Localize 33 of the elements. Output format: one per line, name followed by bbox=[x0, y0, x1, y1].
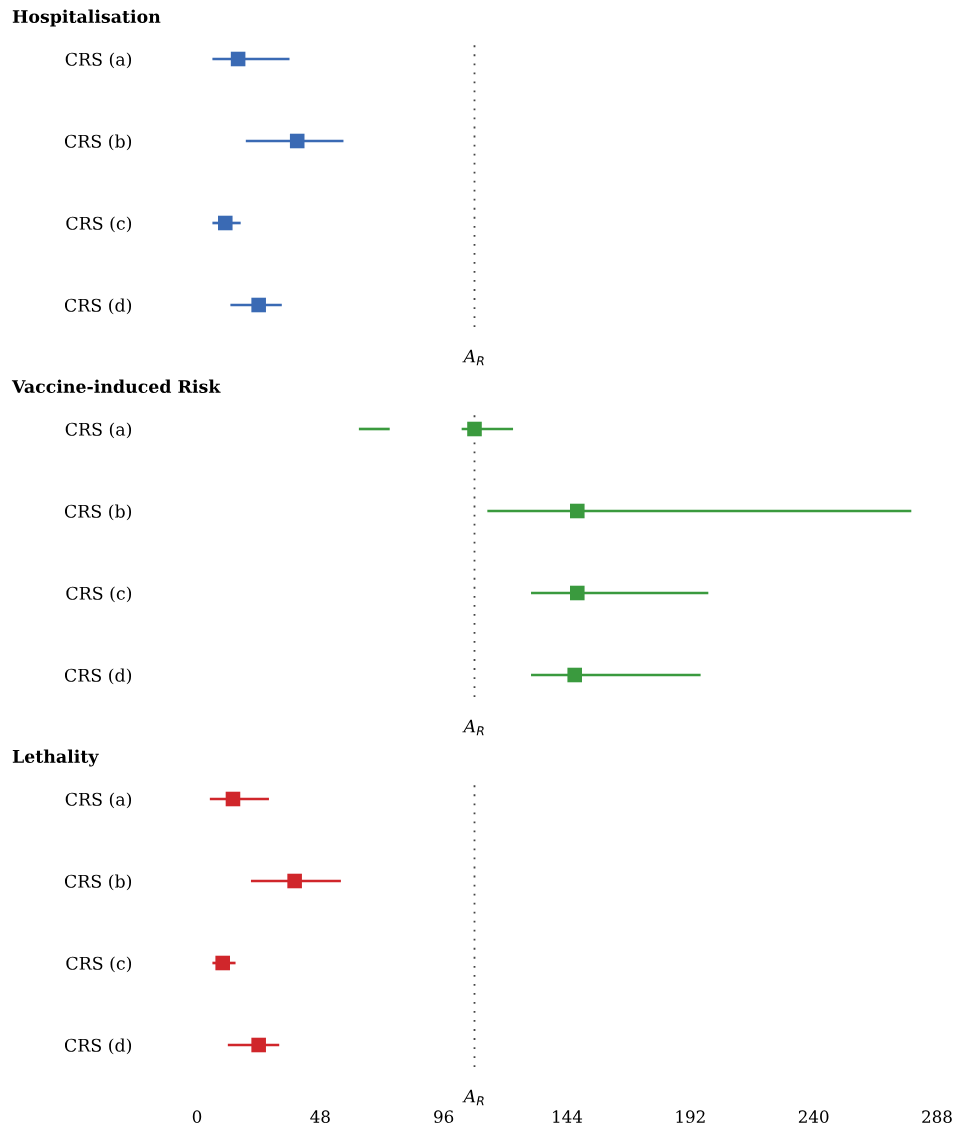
x-tick-label: 240 bbox=[798, 1110, 829, 1123]
point bbox=[251, 1037, 266, 1053]
y-tick-label: CRS (a) bbox=[65, 422, 132, 439]
point bbox=[287, 873, 302, 889]
x-tick-label: 96 bbox=[434, 1110, 454, 1123]
ref-line-label: A$_{R}$ bbox=[462, 349, 484, 366]
point bbox=[289, 133, 305, 149]
y-tick-label: CRS (c) bbox=[66, 586, 132, 603]
y-tick-label: CRS (c) bbox=[66, 216, 132, 233]
text: Lethality bbox=[12, 749, 99, 767]
x-tick-label: 48 bbox=[310, 1110, 330, 1123]
y-tick-label: CRS (a) bbox=[65, 52, 132, 69]
y-tick-label: CRS (c) bbox=[66, 956, 132, 973]
x-tick-label: 288 bbox=[922, 1110, 952, 1123]
y-tick-label: CRS (b) bbox=[64, 134, 132, 151]
chart-title: Vaccine-induced Risk bbox=[11, 379, 221, 394]
x-tick-label: 0 bbox=[192, 1110, 202, 1123]
y-tick-label: CRS (d) bbox=[64, 668, 132, 685]
y-tick-label: CRS (b) bbox=[64, 504, 132, 521]
point bbox=[230, 51, 246, 67]
y-tick-label: CRS (a) bbox=[65, 792, 132, 809]
point bbox=[251, 297, 266, 313]
y-tick-label: CRS (b) bbox=[64, 874, 132, 891]
x-tick-label: 192 bbox=[676, 1110, 705, 1123]
chart-title: Hospitalisation bbox=[12, 9, 161, 27]
point bbox=[215, 955, 230, 971]
point bbox=[217, 215, 233, 231]
ref-line-label: A$_{R}$ bbox=[462, 1089, 484, 1106]
ref-line-label: A$_{R}$ bbox=[462, 719, 484, 736]
y-tick-label: CRS (d) bbox=[64, 298, 132, 315]
x-tick-label: 144 bbox=[553, 1110, 583, 1123]
point bbox=[225, 791, 241, 807]
y-tick-label: CRS (d) bbox=[64, 1038, 132, 1055]
